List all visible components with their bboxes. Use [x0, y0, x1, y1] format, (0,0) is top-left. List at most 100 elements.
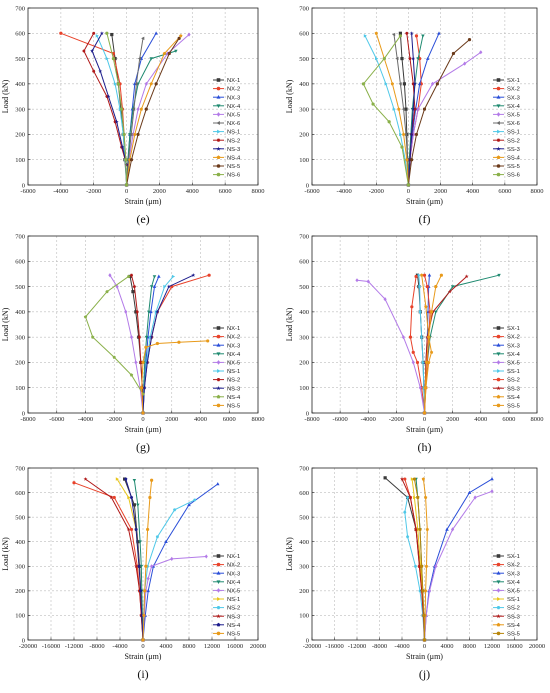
y-tick-label: 300: [15, 564, 25, 571]
x-tick-label: 0: [423, 643, 426, 650]
data-point: [421, 589, 425, 593]
y-tick-label: 100: [299, 157, 309, 164]
series-NS-6: [105, 31, 129, 187]
data-point: [445, 527, 449, 531]
legend-item: NS-6: [213, 173, 240, 179]
legend-label: SS-1: [507, 597, 520, 603]
legend-marker: [496, 571, 501, 575]
data-point: [149, 309, 153, 314]
data-point: [464, 274, 469, 279]
legend-item: SS-4: [493, 155, 521, 162]
x-axis-label: Strain (μm): [125, 425, 162, 434]
legend-item: SX-6: [493, 121, 520, 127]
data-point: [155, 341, 159, 346]
legend-label: SS-1: [507, 130, 520, 136]
legend-label: NX-1: [227, 554, 240, 560]
legend-item: NS-1: [213, 597, 240, 603]
data-point: [179, 34, 183, 38]
data-point: [437, 31, 441, 35]
y-tick-label: 100: [299, 613, 309, 620]
data-point: [400, 56, 404, 61]
y-tick-label: 400: [299, 81, 309, 88]
legend-label: SX-5: [507, 589, 520, 595]
data-point: [141, 36, 145, 41]
legend-label: NS-3: [227, 386, 240, 392]
data-point: [375, 56, 379, 61]
data-point: [136, 540, 140, 544]
data-point: [363, 34, 367, 38]
legend-item: NX-1: [213, 326, 240, 332]
x-tick-label: -12000: [348, 643, 366, 650]
data-point: [366, 279, 370, 284]
legend-label: SS-2: [507, 606, 520, 612]
data-point: [410, 305, 414, 309]
legend-marker: [216, 343, 221, 347]
x-tick-label: 4000: [441, 643, 454, 650]
legend-marker: [216, 385, 221, 391]
panel-label: (i): [137, 667, 148, 681]
data-point: [124, 477, 128, 481]
data-point: [112, 495, 116, 500]
legend: NX-1 NX-2 NX-3 NX-4 NX-5 NS-1 NS-2 NS-3 NS-4 NS-5: [213, 554, 241, 638]
data-point: [129, 335, 134, 340]
legend-label: SX-4: [507, 104, 521, 110]
data-point: [418, 385, 422, 390]
data-point: [204, 554, 208, 559]
legend-label: SX-5: [507, 113, 520, 119]
x-tick-label: 2000: [434, 188, 447, 195]
data-point: [127, 495, 131, 500]
x-tick-label: -12000: [65, 643, 83, 650]
legend-label: SS-4: [507, 623, 521, 629]
series-line: [356, 279, 425, 414]
legend-marker: [216, 378, 221, 382]
x-tick-label: -6000: [304, 188, 319, 195]
data-point: [412, 81, 417, 86]
data-point: [424, 305, 428, 309]
y-axis-label: Load (kN): [285, 79, 294, 113]
y-tick-label: 0: [306, 182, 309, 189]
legend-item: SX-3: [493, 571, 520, 577]
data-point: [127, 274, 131, 278]
x-axis-label: Strain (μm): [125, 652, 162, 661]
data-point: [164, 539, 168, 543]
chart-panel-5: -20000 -16000 -12000 -8000 -4000 0 4000 8000 120…: [1, 465, 266, 681]
data-point: [206, 339, 210, 343]
data-point: [157, 274, 161, 278]
data-point: [414, 527, 418, 532]
legend-marker: [216, 172, 221, 177]
data-point: [439, 273, 443, 277]
data-point: [144, 345, 148, 349]
legend-marker: [496, 138, 501, 142]
legend-item: SX-3: [493, 95, 520, 101]
legend-label: NS-3: [227, 147, 240, 153]
data-point: [400, 145, 404, 149]
y-tick-label: 0: [22, 637, 25, 644]
x-tick-label: -16000: [325, 643, 343, 650]
legend-item: NX-4: [213, 352, 241, 358]
x-tick-label: 8000: [531, 188, 544, 195]
data-point: [411, 360, 415, 365]
data-point: [421, 360, 425, 365]
y-axis-label: Load (kN): [1, 307, 10, 341]
data-point: [398, 82, 402, 86]
chart-panel-1: -6000 -4000 -2000 0 2000 4000 6000 8000 0 100 200 3…: [1, 5, 265, 226]
x-tick-label: -6000: [20, 188, 35, 195]
data-point: [413, 564, 418, 568]
data-point: [361, 82, 366, 86]
legend-marker: [497, 129, 501, 134]
legend-item: SS-3: [493, 146, 520, 153]
data-point: [400, 477, 404, 481]
legend-label: NS-6: [227, 173, 240, 179]
legend-marker: [216, 78, 221, 82]
legend-label: NX-4: [227, 580, 241, 586]
legend-item: SS-6: [493, 173, 520, 179]
legend-label: NS-2: [227, 378, 240, 384]
legend-item: NX-6: [213, 121, 240, 127]
data-point: [105, 31, 109, 35]
series-SS-3: [406, 31, 417, 187]
legend-label: NX-5: [227, 589, 240, 595]
data-point: [155, 309, 160, 314]
data-point: [490, 477, 494, 481]
data-point: [409, 132, 414, 137]
data-point: [383, 297, 387, 302]
